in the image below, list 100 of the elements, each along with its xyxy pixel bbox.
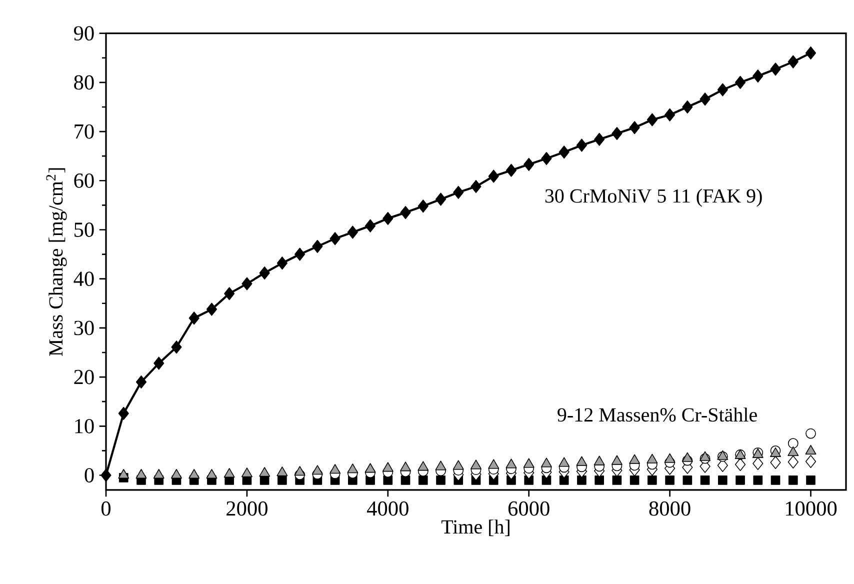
point [278, 476, 287, 485]
point [188, 312, 200, 325]
y-tick-label: 70 [74, 124, 94, 139]
point [400, 206, 411, 220]
point [736, 476, 745, 485]
y-axis-title: Mass Change [mg/cm$^{2}$] [46, 168, 67, 356]
point [612, 126, 622, 140]
point [577, 476, 586, 485]
point [541, 152, 552, 166]
point [330, 232, 340, 246]
point [259, 467, 270, 477]
point [435, 192, 446, 206]
point [576, 456, 588, 466]
point [506, 458, 517, 468]
point [770, 476, 780, 485]
point [118, 468, 130, 479]
y-tick-label: 50 [74, 222, 94, 237]
point [611, 455, 622, 465]
point [664, 108, 676, 122]
point [629, 121, 640, 134]
point [383, 476, 393, 485]
point [770, 456, 781, 470]
point [558, 457, 570, 467]
point [470, 180, 482, 194]
point [276, 466, 288, 476]
point [806, 476, 816, 485]
point [171, 340, 182, 354]
point [400, 462, 412, 472]
point [559, 476, 569, 485]
point [242, 277, 252, 290]
point [470, 460, 482, 470]
point [330, 464, 341, 474]
point [312, 465, 323, 475]
point [629, 454, 640, 464]
point [312, 240, 323, 253]
point [524, 158, 534, 171]
point [682, 452, 693, 462]
point [700, 451, 711, 461]
point [646, 113, 658, 126]
point [788, 455, 798, 469]
point [682, 476, 692, 485]
x-axis-title: Time [h] [441, 520, 510, 536]
x-tick-label: 2000 [226, 501, 268, 516]
point [276, 256, 288, 270]
point [752, 70, 764, 83]
point [752, 456, 764, 470]
point [523, 458, 534, 468]
x-tick-label: 0 [101, 501, 111, 516]
point [418, 200, 428, 213]
y-tick-label: 80 [74, 75, 94, 90]
point [594, 456, 605, 466]
point [717, 83, 728, 96]
point [594, 476, 604, 485]
x-tick-label: 8000 [649, 501, 690, 516]
point [788, 438, 798, 449]
point [682, 100, 693, 114]
point [630, 476, 640, 485]
point [753, 476, 763, 485]
point [453, 186, 464, 199]
point [382, 212, 394, 225]
point [646, 454, 658, 464]
point [612, 476, 622, 485]
point [576, 138, 588, 152]
point [153, 468, 164, 479]
y-tick-label: 30 [74, 320, 94, 336]
point [541, 458, 552, 468]
point [806, 428, 816, 439]
point [206, 468, 218, 479]
annotation: 9-12 Massen% Cr-Stähle [558, 408, 757, 422]
point [188, 468, 200, 479]
x-tick-label: 6000 [508, 501, 550, 516]
y-tick-label: 10 [75, 418, 94, 434]
point [594, 132, 605, 146]
point [506, 164, 517, 177]
y-tick-label: 20 [74, 370, 94, 384]
point [418, 476, 428, 485]
y-tick-label: 40 [74, 272, 94, 286]
point [734, 76, 746, 89]
point [700, 476, 710, 485]
point [294, 466, 306, 476]
y-tick-label: 0 [84, 468, 94, 482]
point [558, 146, 570, 159]
point [665, 476, 674, 485]
y-tick-label: 90 [74, 26, 94, 41]
point [294, 248, 306, 261]
point [418, 461, 429, 471]
point [154, 356, 164, 370]
point [100, 468, 112, 482]
point [436, 476, 446, 485]
point [118, 406, 129, 420]
point [382, 462, 394, 472]
point [364, 219, 376, 232]
point [347, 226, 358, 239]
annotation: 30 CrMoNiV 5 11 (FAK 9) [545, 188, 762, 207]
point [488, 459, 500, 469]
point [452, 460, 464, 470]
point [136, 375, 147, 388]
point [241, 468, 252, 478]
point [224, 468, 235, 478]
point [805, 454, 816, 468]
